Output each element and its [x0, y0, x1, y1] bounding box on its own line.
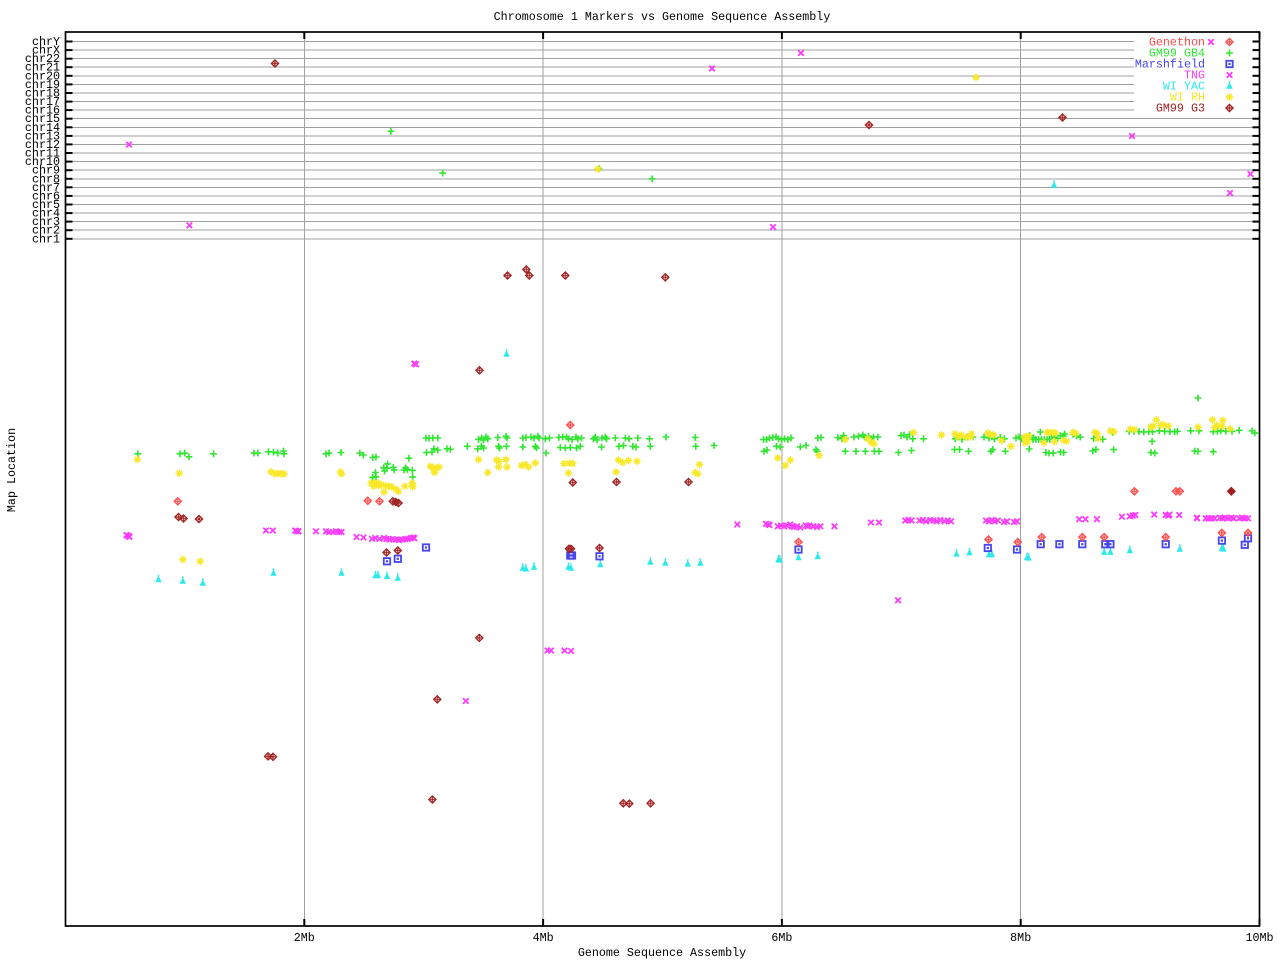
svg-text:2Mb: 2Mb — [294, 931, 315, 945]
svg-text:chr21: chr21 — [25, 61, 60, 75]
svg-text:GM99 GB4: GM99 GB4 — [1149, 47, 1205, 61]
svg-text:chr6: chr6 — [32, 189, 60, 203]
svg-text:Chromosome 1 Markers vs Genome: Chromosome 1 Markers vs Genome Sequence … — [494, 10, 831, 24]
svg-text:chr15: chr15 — [25, 112, 60, 126]
svg-text:10Mb: 10Mb — [1245, 931, 1273, 945]
svg-text:GM99 G3: GM99 G3 — [1156, 102, 1205, 116]
svg-text:chr5: chr5 — [32, 198, 60, 212]
svg-text:chr19: chr19 — [25, 78, 60, 92]
svg-text:6Mb: 6Mb — [771, 931, 792, 945]
svg-text:chr10: chr10 — [25, 155, 60, 169]
svg-text:chr22: chr22 — [25, 52, 60, 66]
svg-text:Map Location: Map Location — [5, 428, 19, 512]
svg-text:4Mb: 4Mb — [533, 931, 554, 945]
svg-text:chr3: chr3 — [32, 215, 60, 229]
svg-text:WI RH: WI RH — [1170, 91, 1205, 105]
svg-text:chr2: chr2 — [32, 224, 60, 238]
svg-text:chr17: chr17 — [25, 95, 60, 109]
svg-text:chr11: chr11 — [25, 147, 60, 161]
svg-text:Marshfield: Marshfield — [1135, 58, 1205, 72]
svg-text:chrX: chrX — [32, 44, 60, 58]
svg-text:8Mb: 8Mb — [1010, 931, 1031, 945]
svg-text:chr1: chr1 — [32, 232, 60, 246]
svg-text:chrY: chrY — [32, 35, 60, 49]
svg-text:chr16: chr16 — [25, 104, 60, 118]
svg-text:Genome Sequence Assembly: Genome Sequence Assembly — [578, 946, 746, 960]
svg-text:chr12: chr12 — [25, 138, 60, 152]
svg-text:chr7: chr7 — [32, 181, 60, 195]
svg-text:chr8: chr8 — [32, 172, 60, 186]
svg-text:chr14: chr14 — [25, 121, 60, 135]
svg-text:chr13: chr13 — [25, 129, 60, 143]
svg-text:Genethon: Genethon — [1149, 36, 1205, 50]
svg-text:TNG: TNG — [1184, 69, 1205, 83]
svg-text:chr4: chr4 — [32, 207, 60, 221]
svg-text:chr18: chr18 — [25, 87, 60, 101]
svg-text:chr9: chr9 — [32, 164, 60, 178]
svg-text:chr20: chr20 — [25, 69, 60, 83]
svg-text:WI YAC: WI YAC — [1163, 80, 1205, 94]
